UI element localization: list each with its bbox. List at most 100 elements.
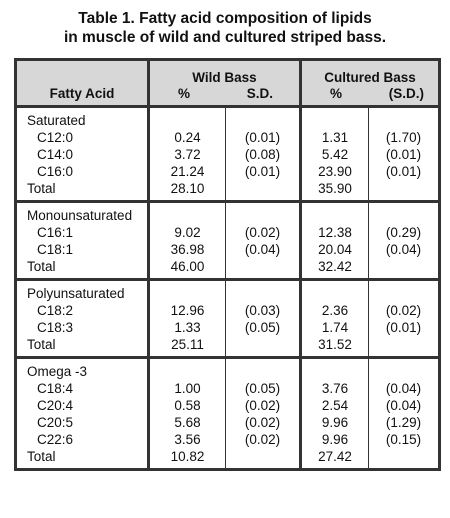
acid-name: C16:1 xyxy=(37,225,74,240)
cultured-bass-group-label: Cultured Bass xyxy=(324,70,416,85)
wild-total-cell: 46.00 xyxy=(147,258,226,280)
section-heading-row: Omega -3 xyxy=(16,357,440,380)
cultured-sd-cell: (0.01) xyxy=(368,319,440,336)
cultured-pct-cell: 23.90 xyxy=(299,163,369,180)
cultured-pct-cell: 20.04 xyxy=(299,241,369,258)
table-row: C20:4 0.58 (0.02) 2.54 (0.04) xyxy=(16,397,440,414)
wild-pct-cell: 0.58 xyxy=(147,397,226,414)
table-row: C20:5 5.68 (0.02) 9.96 (1.29) xyxy=(16,414,440,431)
cultured-pct-cell: 3.76 xyxy=(299,380,369,397)
cultured-sd-cell: (0.04) xyxy=(368,397,440,414)
section-heading-row: Monounsaturated xyxy=(16,201,440,224)
cultured-pct-cell: 1.31 xyxy=(299,129,369,146)
section-heading-row: Polyunsaturated xyxy=(16,279,440,302)
table-row: C12:0 0.24 (0.01) 1.31 (1.70) xyxy=(16,129,440,146)
total-label: Total xyxy=(27,181,56,196)
cultured-sd-header: (S.D.) xyxy=(388,86,424,101)
wild-sd-cell: (0.04) xyxy=(225,241,301,258)
section-name: Saturated xyxy=(27,113,86,128)
cultured-sd-cell: (0.04) xyxy=(368,380,440,397)
acid-name: C14:0 xyxy=(37,147,74,162)
table-row: C16:0 21.24 (0.01) 23.90 (0.01) xyxy=(16,163,440,180)
total-label: Total xyxy=(27,259,56,274)
header-row: Fatty Acid Wild Bass % S.D. Cultured Bas… xyxy=(15,59,440,107)
cultured-total-cell: 27.42 xyxy=(299,448,369,470)
acid-name: C16:0 xyxy=(37,164,74,179)
acid-name: C18:4 xyxy=(37,381,74,396)
cultured-pct-cell: 5.42 xyxy=(299,146,369,163)
cultured-sd-cell: (0.02) xyxy=(368,302,440,319)
wild-pct-header: % xyxy=(178,86,191,101)
section-saturated: Saturated C12:0 0.24 (0.01) 1.31 (1.70) C14:0 3… xyxy=(15,106,440,202)
wild-sd-header: S.D. xyxy=(246,86,273,101)
cultured-sd-cell: (0.29) xyxy=(368,224,440,241)
cultured-pct-cell: 2.36 xyxy=(299,302,369,319)
section-name: Monounsaturated xyxy=(27,208,133,223)
total-row: Total 28.10 35.90 xyxy=(16,180,440,202)
cultured-sd-cell: (0.01) xyxy=(368,146,440,163)
wild-sd-cell: (0.05) xyxy=(225,319,301,336)
wild-pct-cell: 3.56 xyxy=(147,431,226,448)
section-heading-row: Saturated xyxy=(16,106,440,129)
cultured-pct-cell: 2.54 xyxy=(299,397,369,414)
table-row: C18:4 1.00 (0.05) 3.76 (0.04) xyxy=(16,380,440,397)
acid-name: C20:4 xyxy=(37,398,74,413)
cultured-total-cell: 32.42 xyxy=(299,258,369,280)
wild-sd-cell: (0.02) xyxy=(225,414,301,431)
cultured-sd-cell: (0.15) xyxy=(368,431,440,448)
table-row: C18:2 12.96 (0.03) 2.36 (0.02) xyxy=(16,302,440,319)
total-label: Total xyxy=(27,449,56,464)
wild-pct-cell: 9.02 xyxy=(147,224,226,241)
table-title-line-2: in muscle of wild and cultured striped b… xyxy=(63,29,387,46)
wild-sd-cell: (0.01) xyxy=(225,129,301,146)
total-row: Total 46.00 32.42 xyxy=(16,258,440,280)
wild-sd-cell: (0.08) xyxy=(225,146,301,163)
wild-pct-cell: 0.24 xyxy=(147,129,226,146)
acid-name: C22:6 xyxy=(37,432,74,447)
total-row: Total 10.82 27.42 xyxy=(16,448,440,470)
wild-pct-cell: 36.98 xyxy=(147,241,226,258)
table-row: C16:1 9.02 (0.02) 12.38 (0.29) xyxy=(16,224,440,241)
wild-bass-group-label: Wild Bass xyxy=(192,70,257,85)
wild-pct-cell: 5.68 xyxy=(147,414,226,431)
wild-total-cell: 25.11 xyxy=(147,336,226,358)
fatty-acid-table: Fatty Acid Wild Bass % S.D. Cultured Bas… xyxy=(14,58,441,471)
cultured-sd-cell: (1.29) xyxy=(368,414,440,431)
wild-total-cell: 10.82 xyxy=(147,448,226,470)
fatty-acid-header: Fatty Acid xyxy=(15,59,149,107)
section-name: Polyunsaturated xyxy=(27,286,125,301)
table-title-line-1: Table 1. Fatty acid composition of lipid… xyxy=(78,10,372,27)
acid-name: C18:1 xyxy=(37,242,74,257)
wild-bass-header: Wild Bass % S.D. xyxy=(147,59,301,107)
section-polyunsaturated: Polyunsaturated C18:2 12.96 (0.03) 2.36 (0.02… xyxy=(15,279,440,358)
cultured-sd-cell: (0.04) xyxy=(368,241,440,258)
wild-pct-cell: 21.24 xyxy=(147,163,226,180)
cultured-pct-cell: 9.96 xyxy=(299,431,369,448)
acid-name: C20:5 xyxy=(37,415,74,430)
cultured-pct-cell: 12.38 xyxy=(299,224,369,241)
wild-pct-cell: 1.00 xyxy=(147,380,226,397)
cultured-pct-header: % xyxy=(330,86,343,101)
cultured-bass-header: Cultured Bass % (S.D.) xyxy=(299,59,440,107)
wild-sd-cell: (0.02) xyxy=(225,431,301,448)
total-label: Total xyxy=(27,337,56,352)
wild-sd-cell: (0.01) xyxy=(225,163,301,180)
section-monounsaturated: Monounsaturated C16:1 9.02 (0.02) 12.38 (0.29… xyxy=(15,201,440,280)
table-row: C14:0 3.72 (0.08) 5.42 (0.01) xyxy=(16,146,440,163)
cultured-pct-cell: 9.96 xyxy=(299,414,369,431)
cultured-total-cell: 31.52 xyxy=(299,336,369,358)
cultured-sd-cell: (0.01) xyxy=(368,163,440,180)
acid-name: C18:3 xyxy=(37,320,74,335)
section-omega-3: Omega -3 C18:4 1.00 (0.05) 3.76 (0.04) C20:4 0.… xyxy=(15,357,440,470)
wild-sd-cell: (0.02) xyxy=(225,397,301,414)
wild-pct-cell: 3.72 xyxy=(147,146,226,163)
table-row: C18:3 1.33 (0.05) 1.74 (0.01) xyxy=(16,319,440,336)
table-row: C18:1 36.98 (0.04) 20.04 (0.04) xyxy=(16,241,440,258)
wild-sd-cell: (0.02) xyxy=(225,224,301,241)
acid-name: C18:2 xyxy=(37,303,74,318)
wild-total-cell: 28.10 xyxy=(147,180,226,202)
section-name: Omega -3 xyxy=(27,364,88,379)
wild-pct-cell: 1.33 xyxy=(147,319,226,336)
wild-sd-cell: (0.05) xyxy=(225,380,301,397)
cultured-sd-cell: (1.70) xyxy=(368,129,440,146)
